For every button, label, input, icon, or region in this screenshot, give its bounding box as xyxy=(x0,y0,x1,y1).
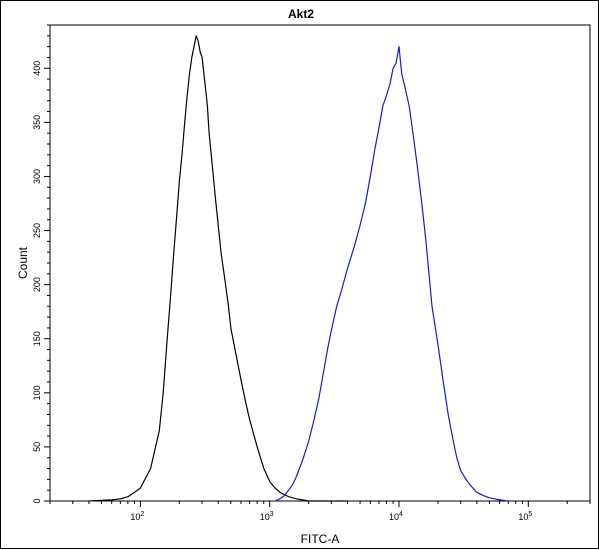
y-tick-label: 400 xyxy=(32,61,42,76)
y-tick-label: 150 xyxy=(32,331,42,346)
x-tick-exponent: 5 xyxy=(528,511,532,518)
plot-area xyxy=(49,24,591,502)
x-tick-base: 10 xyxy=(518,512,528,522)
x-axis: 102 103 104 105 xyxy=(49,501,591,522)
x-tick-exponent: 2 xyxy=(140,511,144,518)
x-tick-label: 102 xyxy=(130,511,144,522)
y-axis-title: Count xyxy=(16,246,30,279)
chart-title: Akt2 xyxy=(288,7,314,21)
x-tick-exponent: 4 xyxy=(399,511,403,518)
y-tick-label: 250 xyxy=(32,223,42,238)
y-tick-label: 350 xyxy=(32,115,42,130)
y-tick-label: 0 xyxy=(32,498,42,503)
series-layer xyxy=(88,35,509,502)
x-tick-base: 10 xyxy=(130,512,140,522)
x-tick-label: 103 xyxy=(260,511,274,522)
x-tick-label: 105 xyxy=(518,511,532,522)
x-axis-title: FITC-A xyxy=(301,532,340,546)
histogram-series-1 xyxy=(88,35,348,502)
x-tick-base: 10 xyxy=(389,512,399,522)
y-tick-label: 100 xyxy=(32,385,42,400)
y-tick-label: 300 xyxy=(32,169,42,184)
x-tick-label: 104 xyxy=(389,511,403,522)
y-tick-label: 200 xyxy=(32,277,42,292)
histogram-series-2 xyxy=(274,45,509,502)
x-tick-exponent: 3 xyxy=(270,511,274,518)
x-tick-base: 10 xyxy=(260,512,270,522)
y-axis: 0 50 100 150 200 250 300 350 400 xyxy=(32,24,50,504)
y-tick-label: 50 xyxy=(32,442,42,452)
